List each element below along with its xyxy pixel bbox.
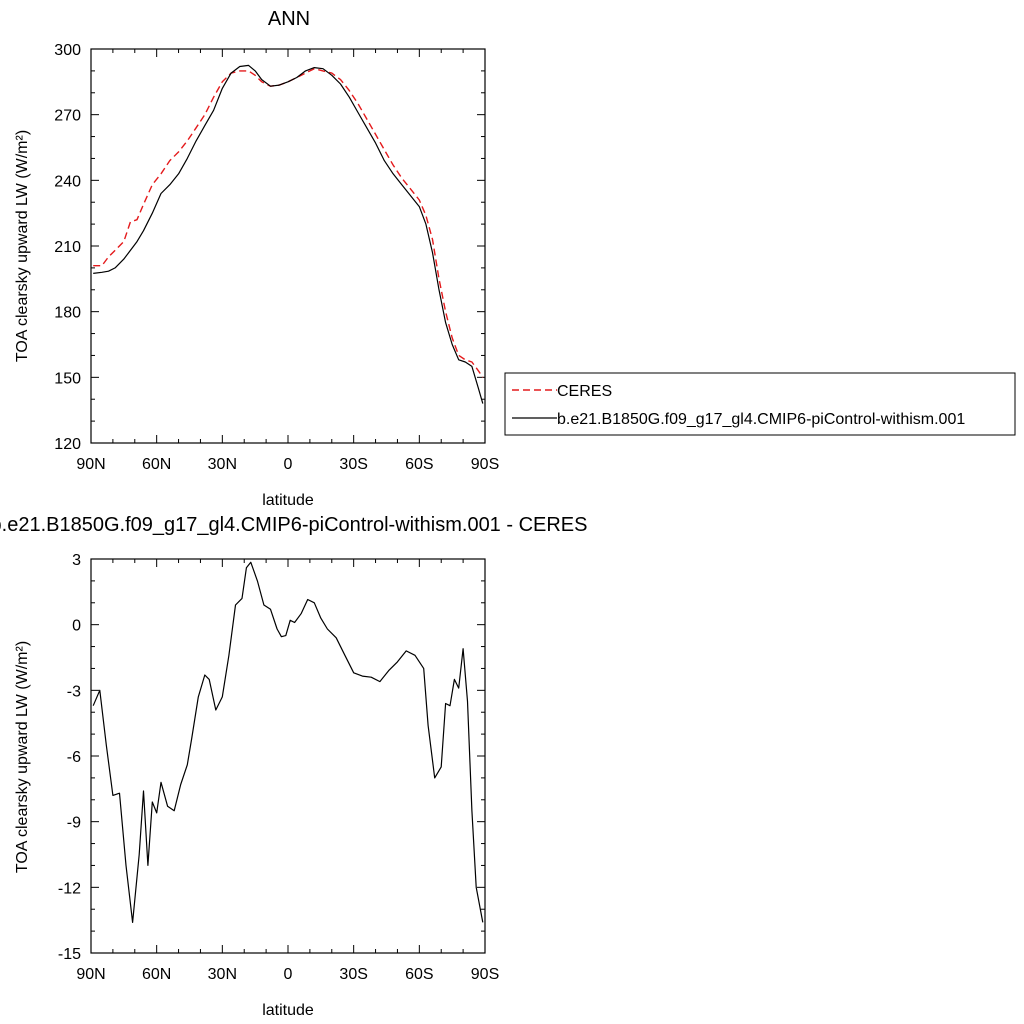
top-y-axis-label: TOA clearsky upward LW (W/m²): [14, 130, 31, 362]
y-tick-label: 270: [54, 108, 81, 125]
x-tick-label: 0: [284, 456, 293, 473]
bottom-x-tick-labels: 90N 60N 30N 0 30S 60S 90S: [76, 966, 499, 983]
x-tick-label: 60N: [142, 456, 171, 473]
y-tick-label: 240: [54, 173, 81, 190]
y-tick-label: 180: [54, 305, 81, 322]
bottom-plot-frame: [90, 558, 486, 954]
x-tick-label: 90N: [76, 966, 105, 983]
y-tick-label: 0: [72, 618, 81, 635]
y-tick-label: -9: [67, 815, 81, 832]
y-tick-label: -6: [67, 749, 81, 766]
bottom-x-axis-label: latitude: [262, 1002, 314, 1019]
y-tick-label: -3: [67, 683, 81, 700]
series-line-0: [93, 67, 484, 378]
series-line-0: [92, 561, 484, 924]
bottom-chart-title: b.e21.B1850G.f09_g17_gl4.CMIP6-piControl…: [0, 514, 587, 536]
x-tick-label: 30N: [208, 456, 237, 473]
x-tick-label: 60S: [405, 966, 433, 983]
top-line-chart: ANN 90N 60N 30N 0 30S 60S 90S 120 150 180 210 240 2…: [14, 8, 499, 509]
bottom-series-group: [92, 561, 484, 924]
bottom-y-tick-labels: -15 -12 -9 -6 -3 0 3: [58, 552, 81, 963]
x-tick-label: 60S: [405, 456, 433, 473]
y-tick-label: 210: [54, 239, 81, 256]
y-tick-label: 3: [72, 552, 81, 569]
x-tick-label: 0: [284, 966, 293, 983]
top-plot-frame: [90, 48, 486, 444]
bottom-line-chart: b.e21.B1850G.f09_g17_gl4.CMIP6-piControl…: [0, 514, 587, 1019]
top-axis-ticks: [90, 48, 486, 444]
x-tick-label: 90S: [471, 456, 499, 473]
legend-label-model: b.e21.B1850G.f09_g17_gl4.CMIP6-piControl…: [557, 411, 965, 428]
legend-box: [504, 372, 1016, 436]
y-tick-label: -15: [58, 946, 81, 963]
top-y-tick-labels: 120 150 180 210 240 270 300: [54, 42, 81, 453]
series-line-1: [93, 64, 484, 404]
y-tick-label: -12: [58, 880, 81, 897]
legend-label-ceres: CERES: [557, 383, 612, 400]
bottom-y-axis-label: TOA clearsky upward LW (W/m²): [14, 641, 31, 873]
legend: CERES b.e21.B1850G.f09_g17_gl4.CMIP6-piC…: [504, 372, 1016, 436]
bottom-axis-ticks: [90, 558, 486, 954]
top-x-axis-label: latitude: [262, 492, 314, 509]
x-tick-label: 90S: [471, 966, 499, 983]
x-tick-label: 30S: [339, 966, 367, 983]
x-tick-label: 90N: [76, 456, 105, 473]
top-series-group: [93, 64, 484, 404]
top-chart-title: ANN: [268, 8, 310, 30]
x-tick-label: 30N: [208, 966, 237, 983]
y-tick-label: 120: [54, 436, 81, 453]
top-x-tick-labels: 90N 60N 30N 0 30S 60S 90S: [76, 456, 499, 473]
x-tick-label: 30S: [339, 456, 367, 473]
x-tick-label: 60N: [142, 966, 171, 983]
y-tick-label: 150: [54, 370, 81, 387]
y-tick-label: 300: [54, 42, 81, 59]
